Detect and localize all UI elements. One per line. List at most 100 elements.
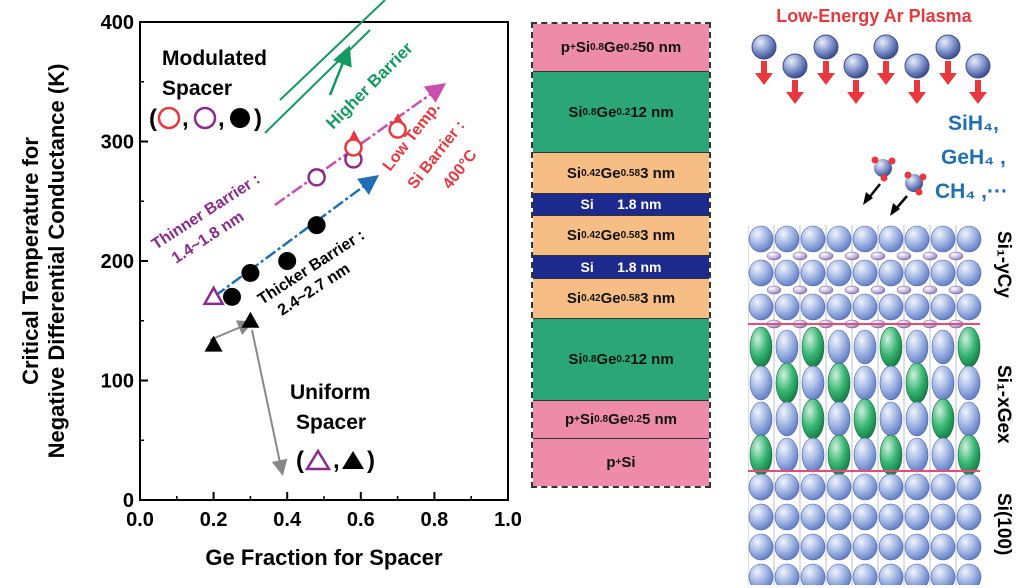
data-point-s0-3 xyxy=(307,216,326,235)
atom-41 xyxy=(930,293,956,321)
atom-7 xyxy=(930,225,956,253)
atom-111 xyxy=(904,533,930,561)
atom-34 xyxy=(748,293,774,321)
gas-molecule-2-atom-b xyxy=(919,173,927,181)
atom-112 xyxy=(930,533,956,561)
higher-barrier-label: Higher Barrier xyxy=(322,38,417,133)
atom-120 xyxy=(904,563,930,585)
atom-77 xyxy=(957,401,981,437)
atom-18 xyxy=(774,259,800,287)
ion-arrow-shaft-4 xyxy=(883,61,889,75)
ar-ion-2 xyxy=(813,34,839,60)
atom-4 xyxy=(852,225,878,253)
uniform-paren-close: ) xyxy=(367,447,375,474)
atom-107 xyxy=(800,533,826,561)
ar-ions xyxy=(751,34,991,104)
atom-2 xyxy=(800,225,826,253)
ion-arrow-head-1 xyxy=(786,92,804,104)
atom-81 xyxy=(827,434,851,476)
region-label-background xyxy=(982,225,1024,585)
modulated-title-2: Spacer xyxy=(162,77,232,100)
carbon-atom-33 xyxy=(948,285,964,295)
y-tick-label-0: 0 xyxy=(123,490,134,512)
ion-arrow-head-5 xyxy=(908,92,926,104)
atom-60 xyxy=(749,365,773,401)
gas-arrow-1-head xyxy=(863,192,873,205)
carbon-atom-15 xyxy=(922,251,938,261)
atom-102 xyxy=(904,503,930,531)
atom-37 xyxy=(826,293,852,321)
atom-78 xyxy=(749,434,773,476)
atom-38 xyxy=(852,293,878,321)
ion-arrow-shaft-2 xyxy=(823,61,829,75)
ion-arrow-head-6 xyxy=(939,73,957,85)
gas-molecule-1-atom-a xyxy=(871,156,879,164)
x-axis-label: Ge Fraction for Spacer xyxy=(205,545,443,570)
atom-96 xyxy=(748,503,774,531)
atom-101 xyxy=(878,503,904,531)
data-point-s4-0 xyxy=(202,285,225,306)
region-label-top: Si₁-yCy xyxy=(993,231,1014,298)
atom-76 xyxy=(931,398,955,440)
atom-105 xyxy=(748,533,774,561)
atom-23 xyxy=(904,259,930,287)
carbon-atom-27 xyxy=(792,285,808,295)
uniform-comma: , xyxy=(333,447,340,474)
crystal-lattice-panel: Si₁-yCy Si₁-xGex Si(100) xyxy=(748,225,1024,585)
atom-52 xyxy=(775,329,799,365)
ion-arrow-head-4 xyxy=(877,73,895,85)
modulated-title-1: Modulated xyxy=(162,47,267,70)
gas-molecule-2-atom-c xyxy=(915,188,923,196)
ar-ion-4 xyxy=(873,34,899,60)
atom-65 xyxy=(879,365,903,401)
carbon-atom-29 xyxy=(844,285,860,295)
atom-73 xyxy=(853,398,877,440)
atom-21 xyxy=(852,259,878,287)
gas-label-2: GeH₄ , xyxy=(941,146,1006,169)
atom-115 xyxy=(774,563,800,585)
carbon-atom-9 xyxy=(766,251,782,261)
atom-98 xyxy=(800,503,826,531)
gas-molecules xyxy=(863,156,927,216)
atom-70 xyxy=(775,401,799,437)
atom-6 xyxy=(904,225,930,253)
atom-8 xyxy=(956,225,982,253)
atom-59 xyxy=(957,326,981,368)
atom-40 xyxy=(904,293,930,321)
atom-74 xyxy=(879,401,903,437)
atom-104 xyxy=(956,503,982,531)
atom-85 xyxy=(931,437,955,473)
atom-93 xyxy=(904,473,930,501)
atom-39 xyxy=(878,293,904,321)
carbon-atom-14 xyxy=(896,251,912,261)
y-tick-label-3: 300 xyxy=(101,132,134,154)
gas-molecule-2-atom-a xyxy=(904,171,912,179)
atom-67 xyxy=(931,365,955,401)
atom-121 xyxy=(930,563,956,585)
atom-36 xyxy=(800,293,826,321)
atom-51 xyxy=(749,326,773,368)
x-tick-label-1: 0.2 xyxy=(200,509,228,531)
atom-55 xyxy=(853,329,877,365)
thicker-trend-arrow xyxy=(214,175,380,298)
layer-2: Si 0.42 Ge 0.58 3 nm xyxy=(533,153,709,194)
x-tick-label-3: 0.6 xyxy=(347,509,375,531)
atom-64 xyxy=(853,365,877,401)
atom-114 xyxy=(748,563,774,585)
ar-ion-7 xyxy=(965,53,991,79)
ion-arrow-head-7 xyxy=(969,92,987,104)
region-label-bottom: Si(100) xyxy=(993,493,1014,555)
atom-42 xyxy=(956,293,982,321)
atom-110 xyxy=(878,533,904,561)
atom-35 xyxy=(774,293,800,321)
atom-87 xyxy=(748,473,774,501)
data-point-s0-2 xyxy=(278,252,297,270)
uniform-title-2: Spacer xyxy=(296,411,366,434)
ar-ion-1 xyxy=(782,53,808,79)
ndc-chart: 0.0 0.2 0.4 0.6 0.8 1.0 0 100 200 300 400 Ge Fract… xyxy=(18,0,522,570)
higher-barrier-arrow xyxy=(328,45,352,96)
atom-86 xyxy=(957,434,981,476)
atom-122 xyxy=(956,563,982,585)
atom-3 xyxy=(826,225,852,253)
data-point-s2-0 xyxy=(344,138,363,157)
